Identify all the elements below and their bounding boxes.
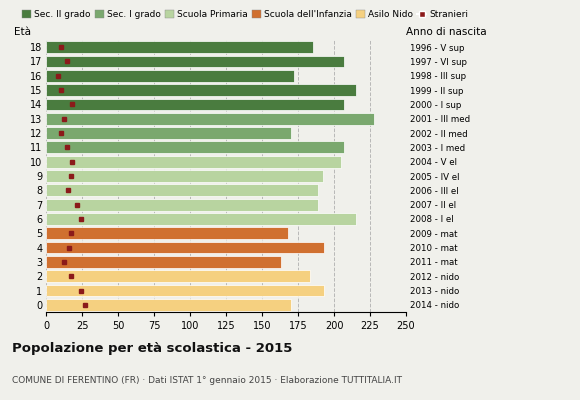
Bar bbox=[46, 242, 324, 254]
Bar bbox=[46, 156, 341, 168]
Bar bbox=[46, 170, 322, 182]
Bar bbox=[46, 299, 291, 311]
Bar bbox=[46, 84, 356, 96]
Bar bbox=[46, 142, 344, 153]
Text: Anno di nascita: Anno di nascita bbox=[406, 27, 487, 37]
Legend: Sec. II grado, Sec. I grado, Scuola Primaria, Scuola dell'Infanzia, Asilo Nido, : Sec. II grado, Sec. I grado, Scuola Prim… bbox=[22, 10, 468, 19]
Bar bbox=[46, 256, 281, 268]
Bar bbox=[46, 98, 344, 110]
Bar bbox=[46, 227, 288, 239]
Bar bbox=[46, 285, 324, 296]
Text: Popolazione per età scolastica - 2015: Popolazione per età scolastica - 2015 bbox=[12, 342, 292, 355]
Text: Età: Età bbox=[14, 27, 31, 37]
Bar bbox=[46, 270, 310, 282]
Bar bbox=[46, 56, 344, 67]
Bar bbox=[46, 184, 318, 196]
Text: COMUNE DI FERENTINO (FR) · Dati ISTAT 1° gennaio 2015 · Elaborazione TUTTITALIA.: COMUNE DI FERENTINO (FR) · Dati ISTAT 1°… bbox=[12, 376, 401, 385]
Bar bbox=[46, 113, 374, 125]
Bar bbox=[46, 70, 294, 82]
Bar bbox=[46, 213, 356, 225]
Bar bbox=[46, 41, 313, 53]
Bar bbox=[46, 127, 291, 139]
Bar bbox=[46, 199, 318, 210]
